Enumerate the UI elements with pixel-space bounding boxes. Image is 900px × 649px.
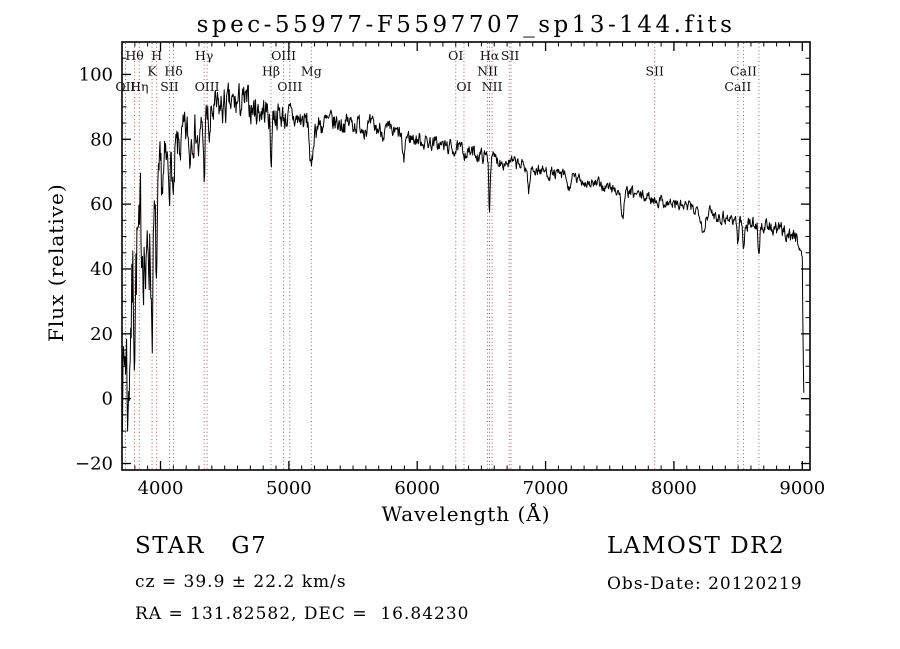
x-tick-label: 9000 (779, 478, 825, 499)
spectral-line-label: OIII (195, 79, 220, 94)
ra-dec-text: RA = 131.82582, DEC = 16.84230 (135, 604, 470, 624)
spectral-line-label: Hα (480, 48, 500, 63)
spectral-line-label: Hθ (125, 48, 143, 63)
y-tick-label: 0 (102, 389, 113, 410)
spectral-line-label: CaII (724, 79, 751, 94)
y-tick-label: 100 (79, 64, 113, 85)
plot-frame (121, 41, 811, 471)
y-tick-label: 60 (90, 194, 113, 215)
obs-date-text: Obs-Date: 20120219 (607, 574, 803, 594)
survey-text: LAMOST DR2 (607, 533, 786, 559)
spectral-line-label: NII (477, 64, 498, 79)
axes: 4000 5000 6000 7000 8000 9000 −20 0 20 40 60 80 100 (75, 41, 825, 499)
spectral-line-label: Mg (301, 64, 322, 79)
spectral-line-label: Hβ (262, 64, 280, 79)
spectrum-trace (121, 82, 805, 432)
object-class-text: STAR G7 (135, 533, 268, 559)
spectral-line-label: Hγ (195, 48, 213, 63)
y-tick-label: 80 (90, 129, 113, 150)
spectral-line-label: CaII (730, 64, 757, 79)
x-tick-label: 5000 (266, 478, 312, 499)
x-tick-label: 6000 (394, 478, 440, 499)
cz-text: cz = 39.9 ± 22.2 km/s (135, 572, 347, 592)
y-axis-label: Flux (relative) (44, 183, 68, 342)
plot-title: spec-55977-F5597707_sp13-144.fits (196, 12, 736, 38)
spectral-line-label: SII (501, 48, 520, 63)
y-tick-label: 20 (90, 324, 113, 345)
x-tick-label: 8000 (651, 478, 697, 499)
spectral-line-label: H (151, 48, 162, 63)
x-tick-label: 7000 (523, 478, 569, 499)
spectral-line-label: OIII (277, 79, 302, 94)
spectral-line-label: NII (482, 79, 503, 94)
spectral-line-label: SII (645, 64, 664, 79)
x-axis-label: Wavelength (Å) (381, 502, 551, 526)
spectral-line-label: Hη (130, 79, 148, 94)
spectral-line-label: K (147, 64, 157, 79)
spectral-line-label: SII (160, 79, 179, 94)
spectral-line-label: OII (115, 79, 135, 94)
spectral-line-label: OI (456, 79, 471, 94)
spectral-line-label: OIII (271, 48, 296, 63)
y-tick-label: −20 (75, 454, 113, 475)
spectrum-flux-curve (121, 82, 805, 432)
spectral-line-label: Hδ (164, 64, 182, 79)
y-tick-label: 40 (90, 259, 113, 280)
x-tick-label: 4000 (138, 478, 184, 499)
spectral-line-label: OI (448, 48, 463, 63)
